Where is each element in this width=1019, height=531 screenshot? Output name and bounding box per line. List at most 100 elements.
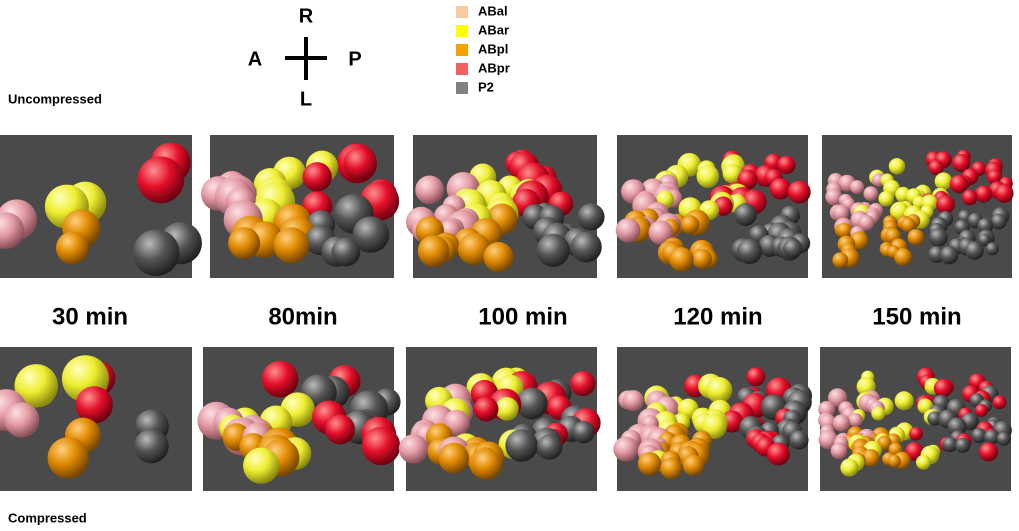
time-label: 120 min — [673, 303, 762, 330]
cell-sphere — [770, 178, 791, 199]
cell-sphere — [993, 395, 1007, 409]
compass-label: A — [248, 48, 262, 70]
time-label: 150 min — [872, 303, 961, 330]
panel — [406, 135, 605, 278]
cell-sphere — [438, 443, 469, 474]
cell-sphere — [916, 455, 931, 470]
cell-sphere — [929, 228, 948, 247]
cell-sphere — [878, 191, 894, 207]
cell-sphere — [833, 414, 850, 431]
cell-sphere — [243, 448, 279, 484]
cell-sphere — [262, 361, 299, 398]
cell-sphere — [909, 427, 923, 441]
cell-sphere — [578, 203, 605, 230]
cell-sphere — [303, 162, 332, 191]
cell-sphere — [623, 390, 644, 411]
cell-sphere — [683, 455, 704, 476]
legend-label: ABar — [478, 22, 509, 37]
cell-sphere — [777, 156, 795, 174]
cell-sphere — [783, 239, 802, 258]
cell-sphere — [418, 235, 450, 267]
figure: R L A P ABalABarABplABprP2 Uncompressed … — [0, 0, 1019, 531]
cell-sphere — [571, 232, 602, 263]
cell-sphere — [767, 443, 790, 466]
cell-sphere — [935, 172, 953, 190]
panel — [616, 135, 811, 278]
panel — [818, 347, 1012, 491]
cell-sphere — [832, 252, 848, 268]
panel — [822, 135, 1014, 278]
legend-label: ABpl — [478, 41, 508, 56]
cell-sphere — [871, 407, 885, 421]
compass-label: R — [299, 5, 314, 27]
cell-sphere — [888, 455, 901, 468]
row-label: Compressed — [8, 510, 87, 525]
legend-label: ABpr — [478, 60, 510, 75]
legend-swatch — [456, 82, 468, 94]
cell-sphere — [537, 434, 562, 459]
cell-sphere — [986, 242, 999, 255]
cell-sphere — [4, 402, 39, 437]
cell-sphere — [137, 156, 184, 203]
cell-sphere — [971, 428, 986, 443]
cell-sphere — [840, 458, 858, 476]
cell-sphere — [362, 427, 400, 465]
panel — [201, 135, 399, 278]
cell-sphere — [472, 449, 503, 480]
cell-sphere — [133, 230, 180, 277]
cell-sphere — [228, 227, 260, 259]
cell-sphere — [894, 248, 912, 266]
legend-label: P2 — [478, 79, 494, 94]
legend-swatch — [456, 25, 468, 37]
cell-sphere — [863, 186, 878, 201]
legend-swatch — [456, 6, 468, 18]
cell-sphere — [537, 234, 570, 267]
cell-sphere — [415, 175, 444, 204]
cell-sphere — [831, 443, 848, 460]
cell-sphere — [737, 239, 762, 264]
panel — [0, 347, 192, 491]
cell-sphere — [837, 223, 852, 238]
cell-sphere — [788, 181, 811, 204]
cell-sphere — [56, 231, 89, 264]
panel — [0, 135, 202, 278]
cell-sphere — [965, 241, 984, 260]
cell-sphere — [505, 429, 538, 462]
cell-sphere — [850, 180, 864, 194]
cell-sphere — [995, 184, 1014, 203]
cell-sphere — [134, 429, 168, 463]
cell-sphere — [331, 238, 360, 267]
cell-sphere — [697, 165, 720, 188]
compass: R L A P — [248, 5, 362, 110]
cell-sphere — [962, 190, 978, 206]
cell-sphere — [474, 397, 499, 422]
cell-sphere — [613, 437, 638, 462]
legend-swatch — [456, 63, 468, 75]
cell-sphere — [734, 203, 757, 226]
time-label: 30 min — [52, 303, 128, 330]
cell-sphere — [343, 147, 376, 180]
compass-label: P — [348, 48, 361, 70]
cell-sphere — [955, 438, 970, 453]
time-label: 80min — [268, 303, 337, 330]
cell-sphere — [848, 413, 862, 427]
cell-sphere — [746, 367, 765, 386]
cell-sphere — [889, 158, 905, 174]
cell-sphere — [934, 379, 953, 398]
cell-sphere — [570, 371, 595, 396]
cell-sphere — [483, 242, 513, 272]
cell-sphere — [616, 218, 641, 243]
cell-sphere — [660, 458, 681, 479]
legend-swatch — [456, 44, 468, 56]
compass-label: L — [300, 88, 312, 110]
cell-sphere — [273, 227, 309, 263]
legend: ABal ABar ABpl ABpr P2 — [456, 3, 510, 94]
legend-label: ABal — [478, 3, 508, 18]
cell-sphere — [669, 247, 693, 271]
cell-sphere — [681, 215, 700, 234]
cell-sphere — [706, 377, 732, 403]
page: R L A P ABalABarABplABprP2 Uncompressed … — [0, 0, 1019, 531]
cell-sphere — [638, 452, 661, 475]
cell-sphere — [789, 430, 808, 449]
